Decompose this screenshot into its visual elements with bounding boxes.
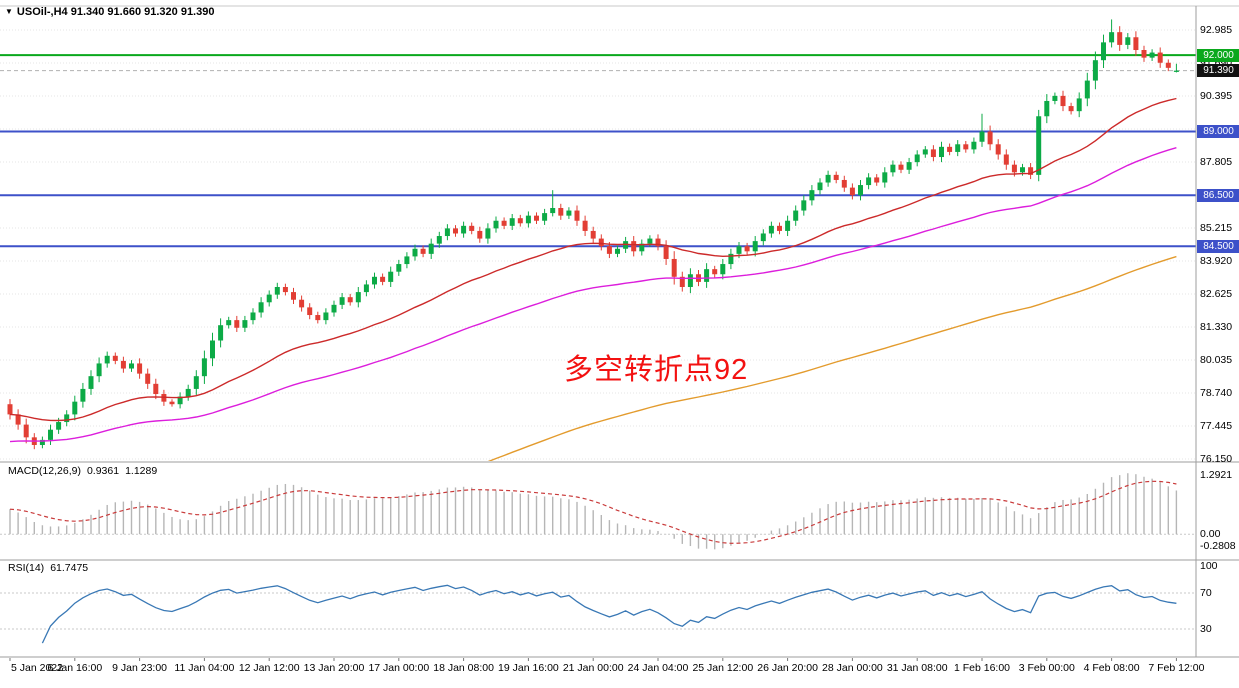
current-price-tag: 91.390 [1197, 64, 1239, 78]
price-level-tag: 92.000 [1197, 48, 1239, 62]
price-level-tag: 84.500 [1197, 239, 1239, 253]
time-axis-label: 12 Jan 12:00 [238, 662, 300, 674]
symbol-label: USOil-,H4 [16, 6, 68, 18]
time-axis-label: 21 Jan 00:00 [562, 662, 624, 674]
time-axis-label: 26 Jan 20:00 [757, 662, 818, 674]
price-axis-label: 85.215 [1200, 221, 1233, 234]
rsi-axis-label: 100 [1200, 559, 1218, 572]
macd-pane [0, 473, 1196, 550]
time-axis-label: 31 Jan 08:00 [886, 662, 948, 674]
price-axis-label: 87.805 [1200, 155, 1233, 168]
time-axis-label: 28 Jan 00:00 [822, 662, 883, 674]
time-axis-label: 7 Feb 12:00 [1148, 662, 1205, 674]
ohlc-quote: 91.340 91.660 91.320 91.390 [70, 6, 215, 18]
macd-main-value: 0.9361 [86, 465, 120, 477]
time-axis-label: 18 Jan 08:00 [433, 662, 494, 674]
time-axis-label: 9 Jan 23:00 [112, 662, 168, 674]
time-axis-label: 4 Feb 08:00 [1083, 662, 1140, 674]
macd-axis-label: 0.00 [1200, 527, 1221, 540]
time-axis-label: 3 Feb 00:00 [1018, 662, 1075, 674]
time-axis-label: 19 Jan 16:00 [498, 662, 559, 674]
chart-annotation[interactable]: 多空转折点92 [564, 354, 749, 386]
price-axis-label: 78.740 [1200, 386, 1233, 399]
rsi-axis-label: 30 [1200, 622, 1212, 635]
macd-signal-value: 1.1289 [125, 465, 158, 477]
macd-indicator-label: MACD(12,26,9) 0.9361 1.1289 [8, 465, 157, 477]
rsi-value: 61.7475 [50, 562, 89, 574]
time-axis-label: 6 Jan 16:00 [47, 662, 103, 674]
macd-name: MACD(12,26,9) [8, 465, 81, 477]
macd-axis-label: 1.2921 [1200, 469, 1233, 482]
price-axis-label: 81.330 [1200, 320, 1233, 333]
rsi-indicator-label: RSI(14) 61.7475 [8, 562, 88, 574]
time-axis-label: 11 Jan 04:00 [174, 662, 235, 674]
price-axis-label: 82.625 [1200, 287, 1233, 300]
rsi-axis-label: 70 [1200, 586, 1212, 599]
time-axis-label: 25 Jan 12:00 [692, 662, 754, 674]
price-axis-label: 77.445 [1200, 419, 1233, 432]
rsi-pane [0, 584, 1196, 644]
quick-trade-dropdown-icon[interactable]: ▼ [5, 7, 13, 16]
macd-axis-label: -0.2808 [1200, 540, 1236, 553]
price-axis-label: 90.395 [1200, 89, 1233, 102]
time-axis-label: 5 Jan 2022 [11, 662, 63, 674]
time-axis-label: 13 Jan 20:00 [303, 662, 365, 674]
symbol-title: ▼ USOil-,H4 91.340 91.660 91.320 91.390 [5, 6, 214, 18]
price-axis-label: 80.035 [1200, 353, 1233, 366]
time-axis-label: 1 Feb 16:00 [953, 662, 1011, 674]
price-level-tag: 86.500 [1197, 188, 1239, 202]
rsi-name: RSI(14) [8, 562, 45, 574]
time-axis-label: 17 Jan 00:00 [368, 662, 430, 674]
price-level-tag: 89.000 [1197, 125, 1239, 139]
time-axis-label: 24 Jan 04:00 [627, 662, 689, 674]
main-price-pane [0, 19, 1196, 461]
price-axis-label: 83.920 [1200, 254, 1233, 267]
price-axis-label: 92.985 [1200, 23, 1233, 36]
price-axis-label: 76.150 [1200, 452, 1233, 465]
